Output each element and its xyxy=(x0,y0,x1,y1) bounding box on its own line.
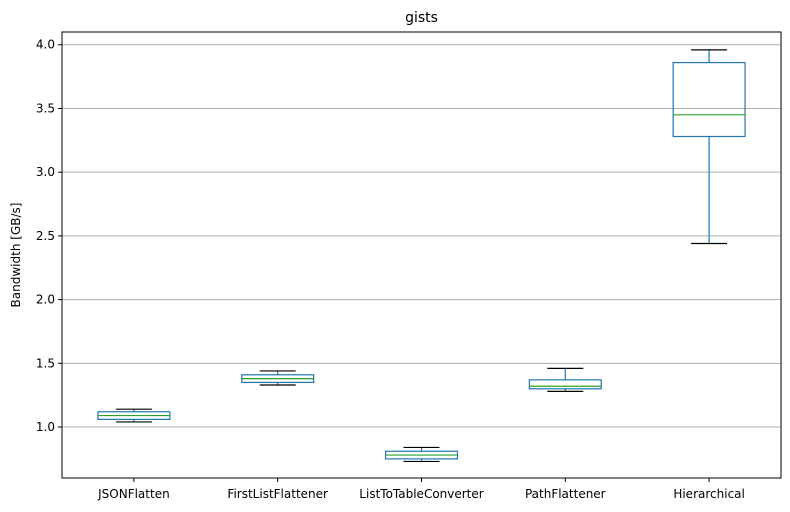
grid-lines xyxy=(62,44,781,428)
x-axis-ticks: JSONFlatten FirstListFlattener ListToTable… xyxy=(97,478,745,501)
box-iqr xyxy=(672,61,746,138)
x-tick-label: FirstListFlattener xyxy=(227,487,328,501)
box-group-PathFlattener xyxy=(528,367,602,392)
box-group-JSONFlatten xyxy=(97,408,171,423)
y-tick-label: 4.0 xyxy=(36,38,55,52)
y-tick-label: 2.5 xyxy=(36,229,55,243)
chart-title: gists xyxy=(405,10,438,26)
x-tick-label: ListToTableConverter xyxy=(359,487,483,501)
boxes xyxy=(97,49,746,463)
y-tick-label: 1.5 xyxy=(36,356,55,370)
x-tick-label: JSONFlatten xyxy=(97,487,170,501)
x-tick-label: PathFlattener xyxy=(525,487,606,501)
box-group-ListToTableConverter xyxy=(384,446,459,463)
x-tick-label: Hierarchical xyxy=(673,487,745,501)
box-group-Hierarchical xyxy=(672,49,746,245)
y-axis-label: Bandwidth [GB/s] xyxy=(9,203,23,308)
y-tick-label: 2.0 xyxy=(36,293,55,307)
box-iqr xyxy=(528,379,602,390)
y-tick-label: 3.0 xyxy=(36,165,55,179)
box-group-FirstListFlattener xyxy=(241,370,315,386)
y-tick-label: 1.0 xyxy=(36,420,55,434)
y-axis-ticks: 1.0 1.5 2.0 2.5 3.0 3.5 4.0 xyxy=(36,38,62,434)
y-tick-label: 3.5 xyxy=(36,101,55,115)
